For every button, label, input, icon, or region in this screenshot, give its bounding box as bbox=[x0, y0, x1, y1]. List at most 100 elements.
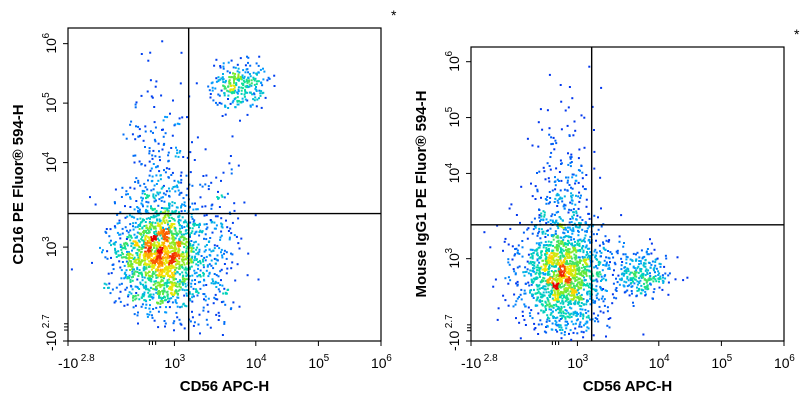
data-point bbox=[184, 205, 187, 207]
data-point bbox=[159, 246, 162, 249]
data-point bbox=[554, 293, 556, 296]
data-point bbox=[259, 92, 262, 95]
data-point bbox=[667, 274, 670, 277]
data-point bbox=[587, 310, 590, 313]
data-point bbox=[172, 256, 175, 259]
data-point bbox=[215, 313, 218, 316]
data-point bbox=[620, 268, 623, 271]
data-point bbox=[559, 281, 561, 284]
data-point bbox=[112, 268, 115, 271]
data-point bbox=[143, 259, 146, 262]
data-point bbox=[539, 275, 541, 278]
data-point bbox=[139, 134, 141, 137]
data-point bbox=[150, 278, 153, 281]
data-point bbox=[170, 282, 173, 285]
data-point bbox=[577, 249, 580, 252]
data-point bbox=[125, 238, 128, 240]
data-point bbox=[113, 301, 116, 304]
data-point bbox=[585, 230, 588, 233]
data-point bbox=[547, 202, 550, 205]
data-point bbox=[149, 217, 151, 220]
data-point bbox=[91, 261, 93, 264]
data-point bbox=[125, 269, 128, 272]
data-point bbox=[569, 255, 572, 258]
data-point bbox=[537, 121, 540, 124]
data-point bbox=[549, 313, 552, 316]
data-point bbox=[263, 70, 266, 73]
data-point bbox=[634, 274, 636, 277]
data-point bbox=[168, 167, 171, 170]
data-point bbox=[150, 254, 153, 257]
data-point bbox=[578, 269, 581, 272]
data-point bbox=[658, 272, 661, 275]
data-point bbox=[144, 130, 147, 133]
data-point bbox=[134, 259, 137, 262]
data-point bbox=[622, 253, 625, 256]
data-point bbox=[158, 253, 161, 256]
x-tick-label: 10 bbox=[774, 355, 790, 371]
data-point bbox=[588, 265, 591, 268]
data-point bbox=[549, 296, 551, 298]
data-point bbox=[569, 290, 572, 293]
data-point bbox=[157, 254, 160, 257]
data-point bbox=[567, 303, 570, 306]
data-point bbox=[137, 181, 140, 184]
data-point bbox=[662, 276, 664, 279]
data-point bbox=[613, 296, 616, 299]
data-point bbox=[538, 300, 541, 303]
data-point bbox=[143, 276, 146, 279]
data-point bbox=[171, 187, 174, 190]
data-point bbox=[553, 273, 555, 276]
data-point bbox=[549, 278, 552, 281]
data-point bbox=[248, 80, 250, 83]
data-point bbox=[125, 193, 128, 196]
data-point bbox=[580, 194, 582, 197]
annotation-asterisk: * bbox=[794, 26, 800, 42]
data-point bbox=[169, 280, 172, 283]
data-point bbox=[551, 250, 554, 253]
data-point bbox=[565, 267, 568, 270]
data-point bbox=[599, 250, 601, 253]
data-point bbox=[572, 270, 574, 273]
data-point bbox=[153, 265, 156, 268]
data-point bbox=[123, 277, 126, 280]
data-point bbox=[237, 67, 240, 70]
data-point bbox=[259, 68, 262, 71]
data-point bbox=[575, 279, 578, 282]
data-point bbox=[160, 187, 163, 190]
data-point bbox=[628, 284, 631, 287]
data-point bbox=[143, 225, 146, 227]
data-point bbox=[246, 81, 249, 84]
data-point bbox=[547, 244, 550, 247]
data-point bbox=[548, 256, 551, 259]
data-point bbox=[556, 224, 559, 227]
data-point bbox=[546, 314, 549, 317]
data-point bbox=[146, 256, 149, 259]
data-point bbox=[659, 275, 662, 278]
data-point bbox=[189, 244, 192, 247]
data-point bbox=[540, 251, 543, 254]
data-point bbox=[168, 237, 171, 240]
data-point bbox=[559, 292, 562, 295]
data-point bbox=[603, 298, 606, 301]
data-point bbox=[149, 130, 152, 133]
data-point bbox=[169, 292, 172, 295]
data-point bbox=[239, 77, 242, 80]
data-point bbox=[646, 273, 649, 275]
data-point bbox=[205, 269, 208, 272]
data-point bbox=[180, 236, 182, 239]
data-point bbox=[548, 264, 551, 267]
data-point bbox=[582, 288, 585, 291]
data-point bbox=[564, 278, 567, 281]
data-point bbox=[556, 292, 559, 295]
data-point bbox=[161, 247, 164, 249]
data-point bbox=[596, 233, 598, 236]
data-point bbox=[133, 313, 136, 316]
data-point bbox=[555, 142, 558, 145]
data-point bbox=[539, 272, 542, 275]
data-point bbox=[135, 292, 138, 294]
data-point bbox=[157, 245, 160, 248]
data-point bbox=[538, 243, 540, 246]
data-point bbox=[564, 109, 567, 112]
data-point bbox=[579, 277, 582, 280]
